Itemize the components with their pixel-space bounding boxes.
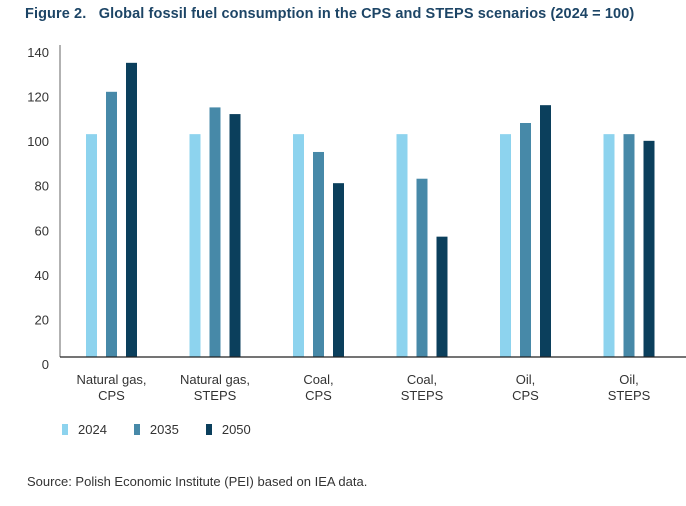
bar-2024	[500, 134, 511, 357]
y-tick-label: 40	[35, 268, 49, 283]
x-category-label: CPS	[98, 388, 125, 403]
x-category-label: STEPS	[401, 388, 444, 403]
figure-title: Figure 2. Global fossil fuel consumption…	[25, 6, 635, 22]
bar-2035	[416, 178, 428, 357]
x-category-label: STEPS	[608, 388, 651, 403]
legend-swatch	[62, 424, 68, 435]
bar-2035	[520, 123, 531, 357]
y-tick-label: 0	[42, 357, 49, 372]
bar-2035	[106, 91, 117, 358]
bar-2050	[126, 62, 137, 357]
legend-label: 2050	[221, 422, 251, 437]
legend-item-2024: 2024	[62, 422, 107, 437]
y-axis-ticks: 0 20 40 60 80 100 120 140	[27, 45, 49, 372]
legend-item-2050: 2050	[205, 422, 251, 437]
bar-2050	[229, 114, 241, 357]
source-note: Source: Polish Economic Institute (PEI) …	[27, 474, 368, 489]
legend-swatch	[133, 424, 140, 435]
bar-2050	[643, 140, 655, 357]
bar-2050	[436, 236, 448, 357]
y-tick-label: 20	[35, 312, 49, 327]
legend-swatch	[205, 424, 212, 435]
x-category-label: Natural gas,	[76, 372, 146, 387]
bar-2050	[540, 105, 551, 358]
bar-2035	[623, 134, 635, 357]
bar-2050	[333, 183, 344, 357]
y-tick-label: 80	[35, 179, 49, 194]
x-category-label: Oil,	[516, 372, 536, 387]
x-category-label: Natural gas,	[180, 372, 250, 387]
bar-2024	[86, 134, 97, 357]
bar-2035	[209, 107, 221, 358]
y-tick-label: 100	[27, 134, 49, 149]
legend: 2024 2035 2050	[62, 422, 278, 437]
x-category-label: STEPS	[194, 388, 237, 403]
y-tick-label: 60	[35, 223, 49, 238]
legend-item-2035: 2035	[133, 422, 179, 437]
x-category-label: Oil,	[619, 372, 639, 387]
legend-label: 2024	[78, 422, 107, 437]
x-category-label: Coal,	[303, 372, 333, 387]
x-category-label: CPS	[512, 388, 539, 403]
x-category-label: Coal,	[407, 372, 437, 387]
x-category-label: CPS	[305, 388, 332, 403]
legend-label: 2035	[149, 422, 179, 437]
bar-2024	[603, 134, 615, 357]
y-tick-label: 120	[27, 90, 49, 105]
bar-2024	[293, 134, 304, 357]
bar-2024	[189, 134, 201, 357]
bar-2035	[313, 151, 324, 357]
bars	[86, 62, 655, 358]
y-tick-label: 140	[27, 45, 49, 60]
bar-2024	[396, 134, 408, 357]
